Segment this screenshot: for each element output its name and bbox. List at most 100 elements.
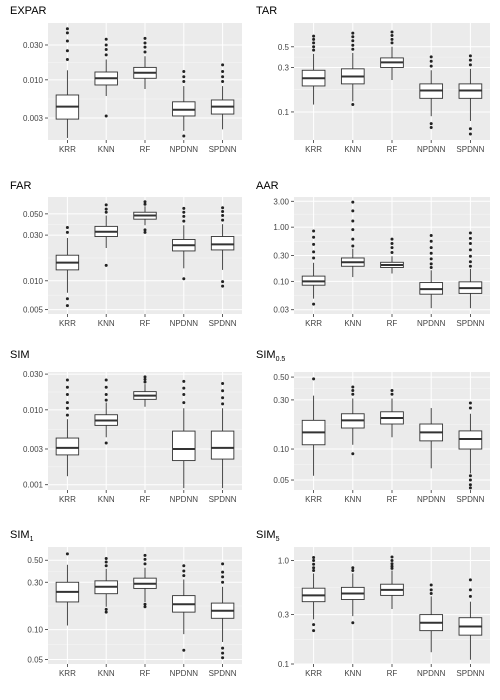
outlier-point xyxy=(182,206,186,210)
outlier-point xyxy=(468,406,472,410)
box-knn xyxy=(340,200,365,278)
outlier-point xyxy=(429,266,433,270)
outlier-point xyxy=(429,251,433,255)
box-spdnn xyxy=(458,54,483,136)
outlier-point xyxy=(104,263,108,267)
outlier-point xyxy=(221,280,225,284)
y-tick-label: 0.3 xyxy=(278,611,290,620)
outlier-point xyxy=(182,386,186,390)
box-krr xyxy=(55,378,80,477)
outlier-point xyxy=(182,379,186,383)
x-tick-label: KRR xyxy=(305,319,322,328)
outlier-point xyxy=(468,594,472,598)
x-tick-label: KRR xyxy=(59,319,76,328)
outlier-point xyxy=(312,558,316,562)
x-tick-label: KRR xyxy=(59,145,76,154)
outlier-point xyxy=(221,402,225,406)
outlier-point xyxy=(104,560,108,564)
outlier-point xyxy=(104,203,108,207)
box-knn xyxy=(340,566,365,625)
outlier-point xyxy=(221,646,225,650)
outlier-point xyxy=(390,30,394,34)
outlier-point xyxy=(312,555,316,559)
box-spdnn xyxy=(210,381,235,489)
y-tick-label: 0.05 xyxy=(27,655,43,664)
outlier-point xyxy=(312,562,316,566)
box-knn xyxy=(340,31,365,107)
outlier-point xyxy=(351,385,355,389)
outlier-point xyxy=(143,375,147,379)
x-tick-label: RF xyxy=(387,145,398,154)
x-tick-label: RF xyxy=(140,495,151,504)
y-tick-label: 0.005 xyxy=(23,306,44,315)
outlier-point xyxy=(65,39,69,43)
x-tick-label: KRR xyxy=(59,495,76,504)
outlier-point xyxy=(429,239,433,243)
box-iqr xyxy=(172,430,196,462)
outlier-point xyxy=(104,48,108,52)
x-tick-label: NPDNN xyxy=(170,145,199,154)
box-krr xyxy=(301,377,326,476)
outlier-point xyxy=(65,304,69,308)
outlier-point xyxy=(312,45,316,49)
box-npdnn xyxy=(419,583,444,653)
outlier-point xyxy=(390,237,394,241)
outlier-point xyxy=(351,244,355,248)
box-knn xyxy=(94,203,118,267)
outlier-point xyxy=(104,378,108,382)
outlier-point xyxy=(65,57,69,61)
outlier-point xyxy=(182,564,186,568)
box-knn xyxy=(340,385,365,456)
outlier-point xyxy=(65,393,69,397)
box-npdnn xyxy=(419,408,444,469)
outlier-point xyxy=(390,41,394,45)
outlier-point xyxy=(143,41,147,45)
outlier-point xyxy=(468,241,472,245)
box-krr xyxy=(301,34,326,105)
outlier-point xyxy=(390,251,394,255)
outlier-point xyxy=(468,254,472,258)
x-tick-label: KNN xyxy=(98,145,115,154)
outlier-point xyxy=(468,63,472,67)
outlier-point xyxy=(351,209,355,213)
x-tick-label: SPDNN xyxy=(209,495,237,504)
box-krr xyxy=(55,27,80,138)
y-tick-label: 0.010 xyxy=(23,277,44,286)
outlier-point xyxy=(104,210,108,214)
panel-4: AAR 0.03 0.10 0.30 1.00 3.00 KRR KNN RF NPDNN SPDN… xyxy=(256,180,490,328)
box-knn xyxy=(94,37,118,118)
y-tick-label: 0.10 xyxy=(273,445,289,454)
outlier-point xyxy=(104,398,108,402)
outlier-point xyxy=(312,41,316,45)
outlier-point xyxy=(390,562,394,566)
outlier-point xyxy=(221,381,225,385)
y-tick-label: 0.030 xyxy=(23,41,44,50)
x-tick-label: KNN xyxy=(98,495,115,504)
outlier-point xyxy=(104,114,108,118)
x-tick-label: KNN xyxy=(344,669,361,678)
panel-title: SIM0.5 xyxy=(256,349,285,363)
outlier-point xyxy=(221,75,225,79)
outlier-point xyxy=(65,413,69,417)
x-tick-label: KNN xyxy=(344,319,361,328)
outlier-point xyxy=(351,31,355,35)
outlier-point xyxy=(390,246,394,250)
outlier-point xyxy=(143,228,147,232)
outlier-point xyxy=(351,219,355,223)
y-tick-label: 0.30 xyxy=(273,396,289,405)
y-tick-label: 1.00 xyxy=(273,223,289,232)
box-rf xyxy=(133,375,157,407)
x-tick-label: RF xyxy=(387,495,398,504)
panel-7: SIM1 0.05 0.10 0.30 0.50 KRR KNN RF NPDNN SPDNN xyxy=(10,529,242,678)
outlier-point xyxy=(143,36,147,40)
y-tick-label: 1.0 xyxy=(278,556,290,565)
outlier-point xyxy=(351,621,355,625)
x-tick-label: NPDNN xyxy=(170,495,199,504)
box-npdnn xyxy=(172,564,196,652)
outlier-point xyxy=(143,553,147,557)
box-spdnn xyxy=(210,63,235,130)
x-tick-label: NPDNN xyxy=(170,669,199,678)
outlier-point xyxy=(221,70,225,74)
outlier-point xyxy=(182,70,186,74)
outlier-point xyxy=(104,607,108,611)
